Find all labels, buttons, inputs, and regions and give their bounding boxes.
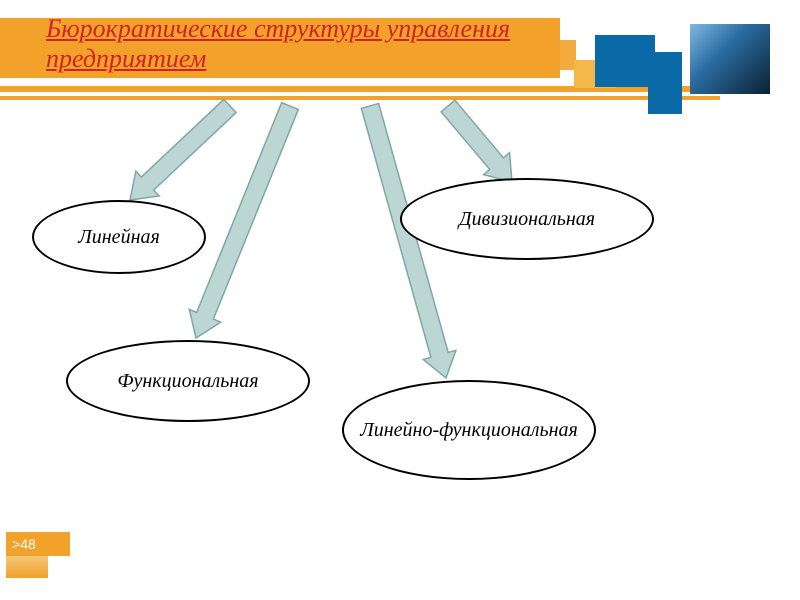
- node-linear: Линейная: [32, 200, 206, 274]
- accent-photo: [690, 24, 770, 94]
- header-rule-2: [0, 96, 720, 100]
- node-functional: Функциональная: [66, 340, 310, 422]
- node-linfunc: Линейно-функциональная: [342, 380, 596, 480]
- accent-block: [595, 35, 655, 87]
- page-number-value: 48: [20, 536, 36, 552]
- node-divisional: Дивизиональная: [400, 178, 654, 260]
- page-number: > 48: [6, 532, 70, 556]
- page-title: Бюрократические структуры управления пре…: [46, 14, 606, 74]
- page-number-decoration: [6, 556, 48, 578]
- page-number-chevron: >: [12, 536, 20, 552]
- accent-block: [648, 52, 682, 114]
